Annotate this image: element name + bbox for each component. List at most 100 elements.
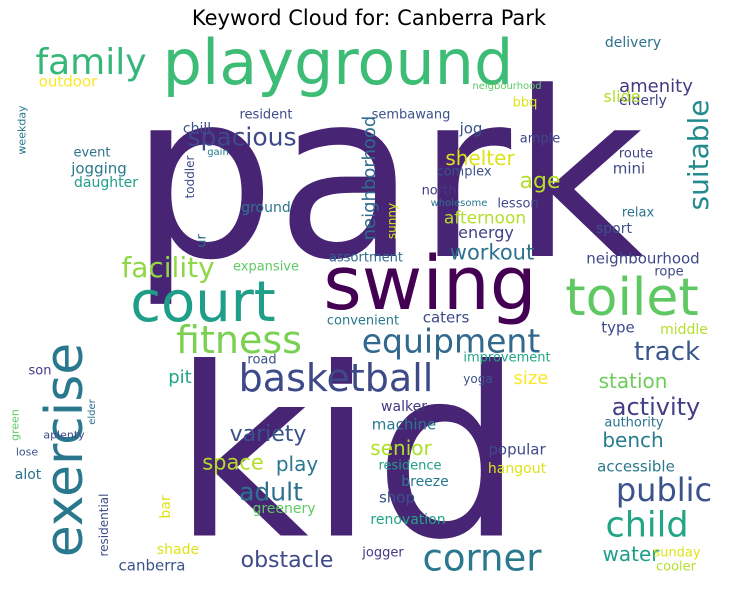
cloud-word-station: station xyxy=(598,369,668,393)
cloud-word-pit: pit xyxy=(168,367,192,388)
cloud-word-sembawang: sembawang xyxy=(371,107,451,123)
cloud-word-park: park xyxy=(129,44,645,311)
cloud-word-greenery: greenery xyxy=(252,501,316,517)
cloud-word-sunday: sunday xyxy=(653,545,701,561)
cloud-word-afternoon: afternoon xyxy=(443,208,527,229)
cloud-word-basketball: basketball xyxy=(238,356,434,400)
cloud-word-wholesome: wholesome xyxy=(430,198,488,209)
cloud-word-road: road xyxy=(247,352,277,368)
cloud-word-machine: machine xyxy=(371,415,437,434)
cloud-word-court: court xyxy=(130,270,276,335)
cloud-word-lose: lose xyxy=(15,445,39,459)
cloud-word-variety: variety xyxy=(229,422,307,447)
cloud-word-relax: relax xyxy=(621,205,655,221)
cloud-word-breeze: breeze xyxy=(401,474,449,490)
cloud-word-canberra: canberra xyxy=(118,556,186,575)
cloud-word-facility: facility xyxy=(121,251,215,284)
cloud-word-improvement: improvement xyxy=(463,350,551,366)
cloud-word-ample: ample xyxy=(519,131,561,147)
cloud-word-shade: shade xyxy=(156,542,200,558)
cloud-word-lesson: lesson xyxy=(497,196,539,212)
cloud-word-activity: activity xyxy=(611,393,701,421)
chart-title: Keyword Cloud for: Canberra Park xyxy=(191,6,547,30)
cloud-word-bar: bar xyxy=(158,495,174,519)
cloud-word-cooler: cooler xyxy=(655,559,697,575)
cloud-word-sport: sport xyxy=(596,221,632,237)
cloud-word-slide: slide xyxy=(603,87,641,106)
cloud-word-event: event xyxy=(73,145,111,161)
cloud-word-residence: residence xyxy=(378,458,442,474)
cloud-word-ground: ground xyxy=(241,200,291,216)
cloud-word-jog: jog xyxy=(459,119,483,138)
cloud-word-aplenty: aplenty xyxy=(43,428,85,442)
cloud-word-energy: energy xyxy=(458,223,514,242)
cloud-word-amenity: amenity xyxy=(619,76,693,97)
cloud-word-north: north xyxy=(421,183,457,199)
cloud-word-elder: elder xyxy=(87,399,98,425)
cloud-word-jogger: jogger xyxy=(362,545,404,561)
cloud-word-son: son xyxy=(28,363,52,379)
cloud-word-space: space xyxy=(202,450,264,475)
cloud-word-caters: caters xyxy=(422,308,470,327)
cloud-word-bench: bench xyxy=(602,428,664,452)
cloud-word-hangout: hangout xyxy=(487,461,547,477)
cloud-word-toilet: toilet xyxy=(565,268,699,328)
cloud-word-neighborhood: neighborhood xyxy=(359,115,380,241)
cloud-word-jogging: jogging xyxy=(71,159,127,178)
cloud-word-age: age xyxy=(519,169,561,194)
cloud-word-workout: workout xyxy=(449,240,535,265)
cloud-word-corner: corner xyxy=(422,536,542,580)
cloud-word-neighbourhood: neighbourhood xyxy=(586,249,700,268)
cloud-word-bbq: bbq xyxy=(512,95,538,111)
cloud-word-obstacle: obstacle xyxy=(240,548,334,573)
cloud-word-delivery: delivery xyxy=(604,35,662,51)
cloud-word-renovation: renovation xyxy=(370,512,446,528)
cloud-word-mini: mini xyxy=(612,159,646,178)
cloud-word-authority: authority xyxy=(604,415,664,431)
cloud-word-rope: rope xyxy=(654,264,684,280)
cloud-word-shelter: shelter xyxy=(445,146,515,170)
cloud-word-spacious: spacious xyxy=(187,122,297,152)
cloud-word-swing: swing xyxy=(323,241,537,327)
cloud-word-expansive: expansive xyxy=(233,259,299,275)
cloud-word-senior: senior xyxy=(370,436,432,460)
cloud-word-toddler: toddler xyxy=(183,155,197,199)
cloud-word-complex: complex xyxy=(436,164,492,180)
cloud-word-child: child xyxy=(605,505,689,546)
cloud-word-ur: ur xyxy=(194,234,210,248)
cloud-word-public: public xyxy=(615,471,713,509)
cloud-word-type: type xyxy=(601,318,635,337)
cloud-word-shop: shop xyxy=(378,488,416,507)
cloud-word-alot: alot xyxy=(14,467,42,483)
cloud-word-convenient: convenient xyxy=(326,313,400,329)
cloud-word-sunny: sunny xyxy=(385,202,399,240)
cloud-word-popular: popular xyxy=(488,440,546,459)
cloud-word-yoga: yoga xyxy=(463,372,493,386)
cloud-word-track: track xyxy=(633,337,701,367)
cloud-word-kid: kid xyxy=(172,318,524,592)
cloud-word-resident: resident xyxy=(239,107,293,123)
cloud-word-playground: playground xyxy=(162,26,514,99)
cloud-word-daughter: daughter xyxy=(74,175,138,191)
cloud-word-accessible: accessible xyxy=(597,457,675,476)
cloud-word-size: size xyxy=(513,368,549,389)
cloud-word-green: green xyxy=(8,409,22,441)
cloud-word-adult: adult xyxy=(239,477,303,507)
cloud-word-equipment: equipment xyxy=(361,321,541,361)
cloud-word-gain: gain xyxy=(207,147,229,158)
cloud-word-weekday: weekday xyxy=(15,105,29,155)
cloud-word-fitness: fitness xyxy=(176,318,302,362)
cloud-word-play: play xyxy=(275,452,319,476)
cloud-word-walker: walker xyxy=(381,399,427,415)
cloud-word-chill: chill xyxy=(182,121,212,137)
cloud-word-middle: middle xyxy=(660,322,708,338)
cloud-word-neigbourhood: neigbourhood xyxy=(472,81,542,92)
cloud-word-elderly: elderly xyxy=(619,93,667,109)
cloud-word-suitable: suitable xyxy=(682,99,715,211)
cloud-word-assortment: assortment xyxy=(329,250,403,266)
cloud-word-outdoor: outdoor xyxy=(38,72,98,91)
cloud-word-route: route xyxy=(618,146,654,162)
cloud-word-residential: residential xyxy=(97,493,111,557)
cloud-word-water: water xyxy=(602,542,660,566)
